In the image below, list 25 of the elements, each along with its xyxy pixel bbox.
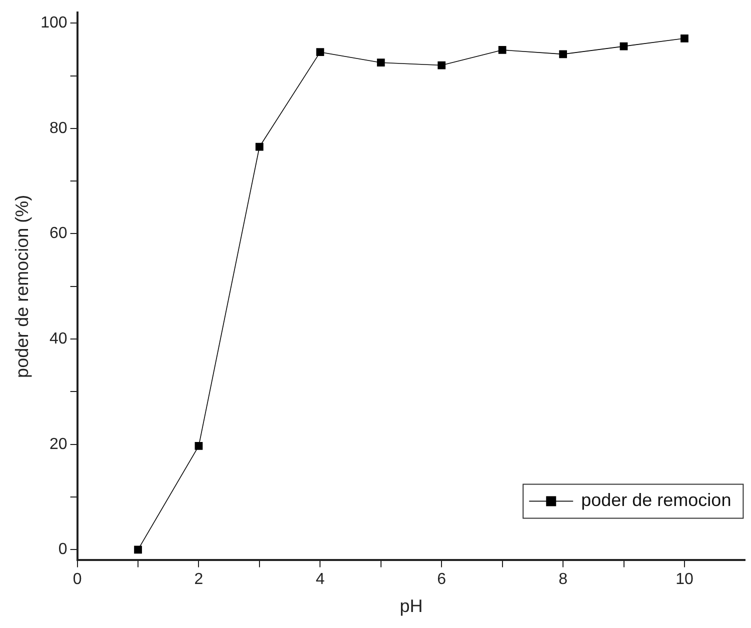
- point: [559, 50, 567, 58]
- y-tick-label: 60: [50, 225, 68, 242]
- point: [134, 546, 142, 554]
- point: [498, 46, 506, 54]
- point: [194, 442, 203, 450]
- point: [680, 34, 688, 42]
- x-tick-label: 0: [72, 571, 82, 588]
- point: [438, 61, 446, 70]
- point: [376, 58, 385, 67]
- y-tick-label: 40: [50, 330, 68, 348]
- x-tick-label: 6: [437, 571, 446, 588]
- point: [620, 42, 628, 50]
- y-tick-label: 80: [50, 120, 68, 137]
- x-tick-label: 8: [558, 571, 568, 588]
- legend-label: poder de remocion: [581, 490, 732, 510]
- y-tick-label: 20: [50, 436, 68, 453]
- x-tick-label: 4: [316, 571, 325, 588]
- x-axis-title: pH: [400, 596, 423, 616]
- y-axis-title: poder de remocion (%): [12, 194, 32, 378]
- y-tick-label: 0: [58, 541, 68, 558]
- point: [316, 48, 324, 56]
- x-tick-label: 2: [194, 571, 204, 588]
- x-tick-label: 10: [676, 571, 694, 588]
- y-tick-label: 100: [40, 14, 68, 32]
- point: [256, 142, 264, 151]
